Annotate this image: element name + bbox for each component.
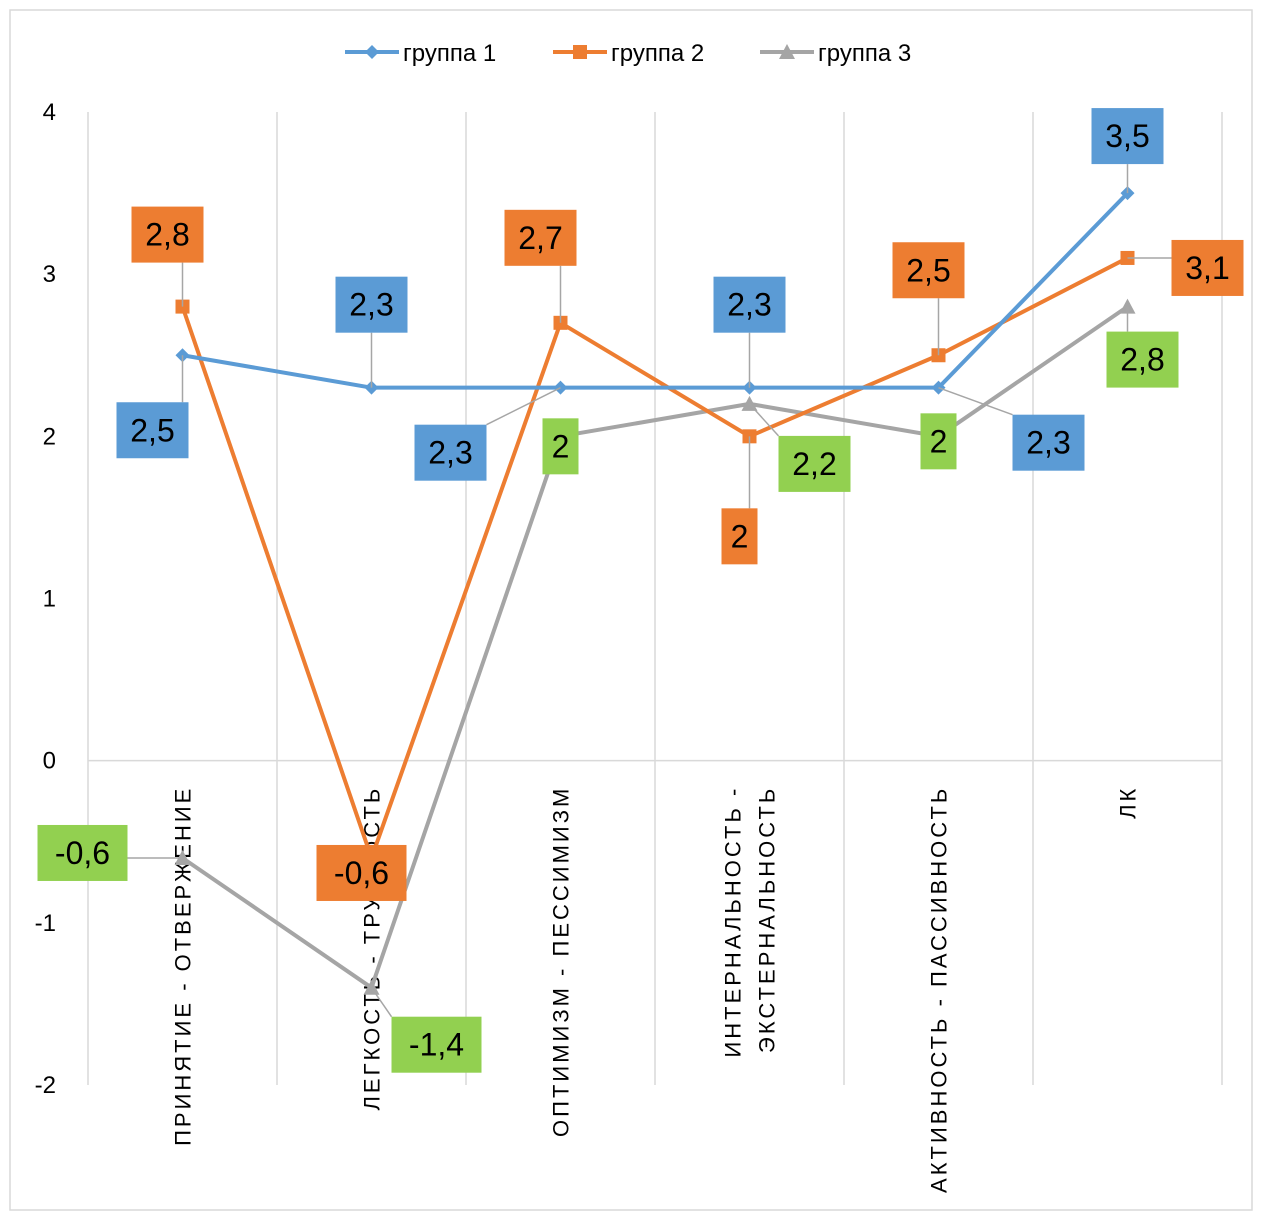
data-label: 2,3 bbox=[1026, 425, 1070, 461]
data-label-leader bbox=[748, 403, 780, 437]
data-point-triangle bbox=[363, 979, 380, 995]
data-label: 2 bbox=[930, 423, 948, 459]
data-label-box bbox=[1091, 108, 1164, 165]
data-label: -0,6 bbox=[55, 835, 110, 871]
data-label-box bbox=[414, 424, 487, 481]
data-label-box bbox=[1171, 239, 1244, 296]
y-tick-label: -1 bbox=[35, 910, 56, 937]
data-label: 2,7 bbox=[518, 220, 562, 256]
y-tick-label: 3 bbox=[43, 261, 56, 288]
data-label-leader bbox=[486, 387, 561, 426]
category-label: ЭКСТЕРНАЛЬНОСТЬ bbox=[755, 786, 780, 1053]
data-label: 2,3 bbox=[428, 435, 472, 471]
data-label: 2,3 bbox=[727, 287, 771, 323]
data-label: -0,6 bbox=[334, 855, 389, 891]
data-label: 2,3 bbox=[349, 287, 393, 323]
data-label-box bbox=[504, 209, 577, 266]
data-label-box bbox=[391, 1016, 482, 1073]
data-label-box bbox=[721, 508, 758, 565]
y-tick-label: 0 bbox=[43, 748, 56, 775]
data-label-box bbox=[131, 206, 204, 263]
data-point-square bbox=[573, 45, 587, 59]
data-label: 2,5 bbox=[130, 412, 174, 448]
data-label: 2,5 bbox=[906, 252, 950, 288]
data-label: 2,8 bbox=[1120, 342, 1164, 378]
data-label-box bbox=[920, 413, 957, 470]
data-label-box bbox=[713, 276, 786, 333]
legend-label: группа 3 bbox=[818, 40, 911, 67]
data-point-triangle bbox=[741, 395, 758, 411]
data-label: 2,2 bbox=[792, 446, 836, 482]
data-label-box bbox=[335, 276, 408, 333]
data-label-leader bbox=[938, 386, 1013, 416]
data-label-box bbox=[1012, 414, 1085, 471]
y-tick-label: 4 bbox=[43, 99, 56, 126]
y-tick-label: -2 bbox=[35, 1072, 56, 1099]
data-label: 2 bbox=[731, 518, 749, 554]
series-line bbox=[180, 304, 1130, 990]
legend-label: группа 2 bbox=[611, 40, 704, 67]
chart-border bbox=[9, 9, 1253, 1211]
data-label-leader bbox=[370, 987, 393, 1018]
data-label-box bbox=[116, 402, 189, 459]
data-point-triangle bbox=[779, 44, 795, 59]
category-label: ПРИНЯТИЕ - ОТВЕРЖЕНИЕ bbox=[171, 786, 196, 1146]
series-line bbox=[180, 191, 1130, 390]
data-label: 2 bbox=[552, 428, 570, 464]
data-label-box bbox=[892, 242, 965, 299]
y-tick-label: 2 bbox=[43, 423, 56, 450]
category-label: АКТИВНОСТЬ - ПАССИВНОСТЬ bbox=[927, 786, 952, 1193]
data-label-box bbox=[1106, 331, 1179, 388]
data-label-box bbox=[37, 824, 128, 881]
series-line bbox=[180, 255, 1130, 860]
data-label-box bbox=[542, 418, 579, 475]
data-point-diamond bbox=[365, 45, 379, 59]
data-label: 3,1 bbox=[1185, 250, 1229, 286]
legend-label: группа 1 bbox=[403, 40, 496, 67]
category-label: ОПТИМИЗМ - ПЕССИМИЗМ bbox=[549, 786, 574, 1137]
y-tick-label: 1 bbox=[43, 586, 56, 613]
data-point-triangle bbox=[1119, 298, 1136, 314]
data-label-box bbox=[316, 844, 407, 901]
data-label-box bbox=[778, 435, 851, 492]
category-label: ЛК bbox=[1116, 786, 1141, 819]
data-label: 3,5 bbox=[1105, 118, 1149, 154]
category-label: ИНТЕРНАЛЬНОСТЬ - bbox=[721, 786, 746, 1058]
data-label: 2,8 bbox=[145, 217, 189, 253]
data-label: -1,4 bbox=[409, 1027, 464, 1063]
